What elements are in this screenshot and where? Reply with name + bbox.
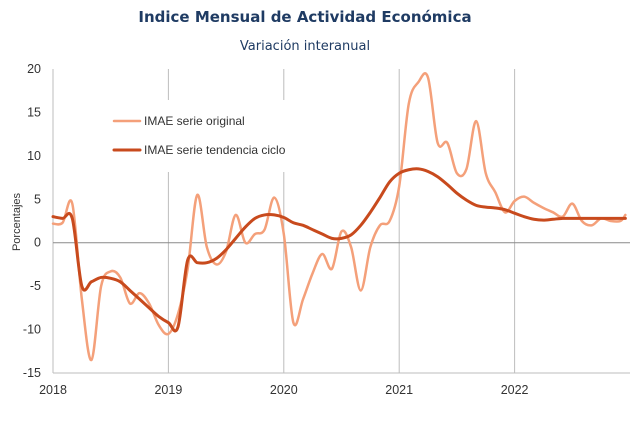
chart-subtitle: Variación interanual bbox=[240, 39, 370, 54]
legend-label-original: IMAE serie original bbox=[144, 114, 245, 128]
y-axis-label: Porcentajes bbox=[11, 192, 23, 251]
legend-background bbox=[104, 100, 332, 172]
y-tick-label: 15 bbox=[27, 105, 41, 119]
legend-label-trend: IMAE serie tendencia ciclo bbox=[144, 143, 286, 157]
series-line-original bbox=[51, 72, 627, 362]
y-axis: 20 15 10 5 0 -5 -10 -15 bbox=[23, 62, 41, 380]
x-tick-label: 2022 bbox=[501, 383, 529, 397]
y-tick-label: -15 bbox=[23, 366, 41, 380]
x-tick-label: 2018 bbox=[39, 383, 67, 397]
chart-title: Indice Mensual de Actividad Económica bbox=[138, 8, 471, 26]
series-layer bbox=[51, 72, 627, 362]
y-tick-label: -10 bbox=[23, 323, 41, 337]
y-tick-label: 10 bbox=[27, 149, 41, 163]
x-axis: 2018 2019 2020 2021 2022 bbox=[39, 383, 528, 397]
legend: IMAE serie original IMAE serie tendencia… bbox=[104, 100, 332, 172]
x-tick-label: 2020 bbox=[270, 383, 298, 397]
series-line-trend bbox=[51, 167, 627, 333]
x-tick-label: 2019 bbox=[154, 383, 182, 397]
y-tick-label: 0 bbox=[34, 236, 41, 250]
x-tick-label: 2021 bbox=[385, 383, 413, 397]
y-tick-label: 20 bbox=[27, 62, 41, 76]
y-tick-label: 5 bbox=[34, 192, 41, 206]
y-tick-label: -5 bbox=[30, 279, 41, 293]
